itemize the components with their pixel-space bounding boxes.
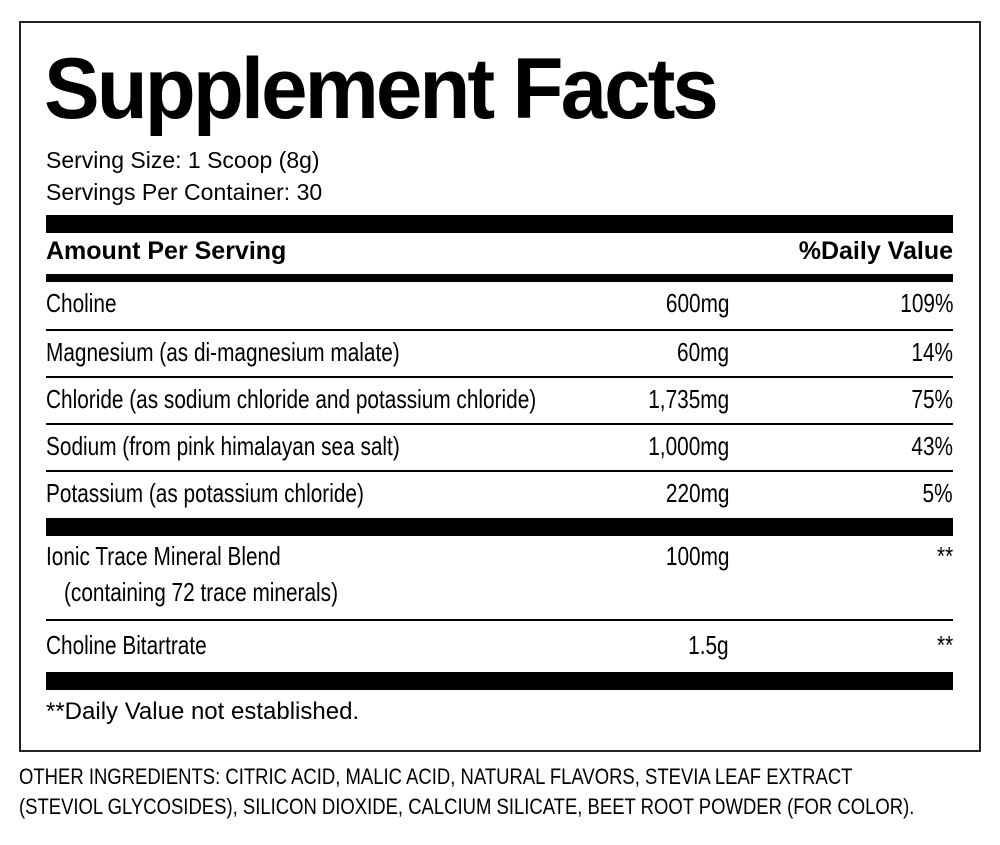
thin-divider (46, 423, 953, 425)
blend-amount: 100mg (665, 541, 729, 571)
bitartrate-name: Choline Bitartrate (46, 630, 207, 660)
nutrient-daily-value: 5% (922, 478, 953, 508)
nutrient-amount: 60mg (676, 337, 729, 367)
thick-divider (46, 518, 953, 536)
supplement-facts-panel (19, 21, 981, 752)
footnote: **Daily Value not established. (46, 698, 360, 725)
nutrient-name: Chloride (as sodium chloride and potassi… (46, 384, 537, 414)
nutrient-amount: 220mg (665, 478, 729, 508)
nutrient-daily-value: 109% (899, 288, 953, 318)
nutrient-daily-value: 43% (911, 431, 953, 461)
amount-per-serving-header: Amount Per Serving (46, 237, 287, 265)
nutrient-daily-value: 75% (911, 384, 953, 414)
nutrient-amount: 600mg (665, 288, 729, 318)
nutrient-amount: 1,735mg (648, 384, 729, 414)
servings-per-container: Servings Per Container: 30 (46, 179, 323, 205)
thin-divider (46, 470, 953, 472)
thick-divider (46, 672, 953, 690)
blend-dv: ** (936, 541, 953, 571)
daily-value-header: %Daily Value (798, 237, 953, 265)
bitartrate-amount: 1.5g (688, 630, 729, 660)
nutrient-daily-value: 14% (911, 337, 953, 367)
thin-divider (46, 619, 953, 621)
serving-size: Serving Size: 1 Scoop (8g) (46, 147, 320, 173)
nutrient-name: Magnesium (as di-magnesium malate) (46, 337, 400, 367)
thick-divider (46, 215, 953, 233)
bitartrate-dv: ** (936, 630, 953, 660)
medium-divider (46, 274, 953, 282)
panel-title: Supplement Facts (44, 41, 719, 137)
nutrient-name: Potassium (as potassium chloride) (46, 478, 364, 508)
other-ingredients-line-2: (STEVIOL GLYCOSIDES), SILICON DIOXIDE, C… (19, 794, 915, 819)
nutrient-name: Sodium (from pink himalayan sea salt) (46, 431, 400, 461)
nutrient-name: Choline (46, 288, 117, 318)
thin-divider (46, 329, 953, 331)
thin-divider (46, 376, 953, 378)
nutrient-amount: 1,000mg (648, 431, 729, 461)
blend-name: Ionic Trace Mineral Blend (46, 541, 281, 571)
blend-subtext: (containing 72 trace minerals) (64, 577, 338, 607)
other-ingredients-line-1: OTHER INGREDIENTS: CITRIC ACID, MALIC AC… (19, 764, 853, 789)
